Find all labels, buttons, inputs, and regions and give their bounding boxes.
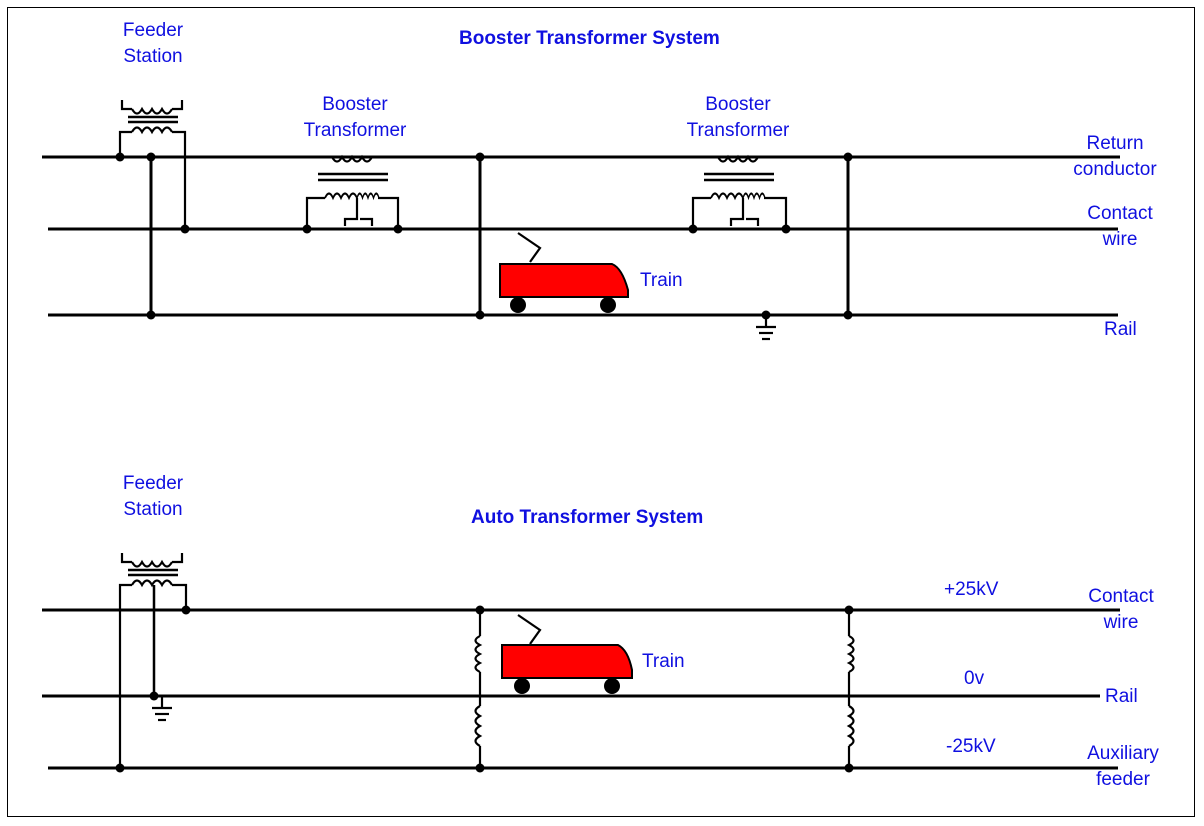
- plus-25kv-label: +25kV: [944, 579, 999, 600]
- booster-system-title: Booster Transformer System: [459, 28, 720, 49]
- train-icon: [501, 614, 633, 694]
- ground-icon: [756, 310, 776, 341]
- return-conductor-label: Return conductor: [1060, 131, 1170, 183]
- auxiliary-feeder-label: Auxiliary feeder: [1070, 741, 1176, 793]
- train-label: Train: [642, 651, 685, 672]
- booster-1-line-1: Booster: [322, 94, 388, 115]
- booster-2-line-2: Transformer: [686, 120, 790, 141]
- return-conductor-line-1: Return: [1086, 133, 1144, 154]
- booster-transformer-1-icon: [302, 155, 403, 234]
- feeder-station-line-2: Station: [123, 499, 183, 520]
- zero-volt-label: 0v: [964, 668, 985, 689]
- feeder-station-line-1: Feeder: [122, 20, 184, 41]
- contact-wire-line-1: Contact: [1087, 203, 1153, 224]
- train-label: Train: [640, 270, 683, 291]
- train-icon: [499, 232, 629, 313]
- rail-label: Rail: [1104, 319, 1137, 340]
- booster-transformer-1-label: Booster Transformer: [285, 92, 425, 144]
- minus-25kv-label: -25kV: [946, 736, 996, 757]
- booster-1-line-2: Transformer: [303, 120, 407, 141]
- return-conductor-line-2: conductor: [1073, 159, 1157, 180]
- auto-transformer-2-icon: [844, 605, 855, 773]
- contact-wire-line-2: wire: [1102, 229, 1138, 250]
- booster-transformer-2-icon: [688, 155, 791, 234]
- auxiliary-feeder-line-2: feeder: [1096, 769, 1150, 790]
- auto-transformer-1-icon: [474, 605, 485, 773]
- feeder-station-label: Feeder Station: [108, 18, 198, 70]
- booster-transformer-2-label: Booster Transformer: [668, 92, 808, 144]
- feeder-station-label: Feeder Station: [108, 471, 198, 523]
- auto-system-title: Auto Transformer System: [471, 507, 704, 528]
- booster-transformer-system: [42, 100, 1120, 341]
- rail-label: Rail: [1105, 686, 1138, 707]
- feeder-station-transformer-icon: [115, 100, 190, 320]
- contact-wire-label: Contact wire: [1070, 201, 1170, 253]
- diagram-frame: [7, 7, 1195, 817]
- contact-wire-line-1: Contact: [1088, 586, 1154, 607]
- booster-2-line-1: Booster: [705, 94, 771, 115]
- feeder-station-line-2: Station: [123, 46, 183, 67]
- auto-transformer-system: [42, 553, 1120, 773]
- feeder-station-line-1: Feeder: [122, 473, 184, 494]
- contact-wire-line-2: wire: [1103, 612, 1139, 633]
- contact-wire-label: Contact wire: [1071, 584, 1171, 636]
- auxiliary-feeder-line-1: Auxiliary: [1087, 743, 1159, 764]
- feeder-station-transformer-icon: [115, 553, 191, 773]
